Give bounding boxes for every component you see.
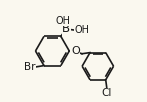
Text: OH: OH [55,16,70,26]
Text: OH: OH [75,25,90,35]
Text: B: B [62,22,70,35]
Text: Br: Br [24,62,36,72]
Text: Cl: Cl [102,88,112,98]
Text: O: O [71,46,80,56]
